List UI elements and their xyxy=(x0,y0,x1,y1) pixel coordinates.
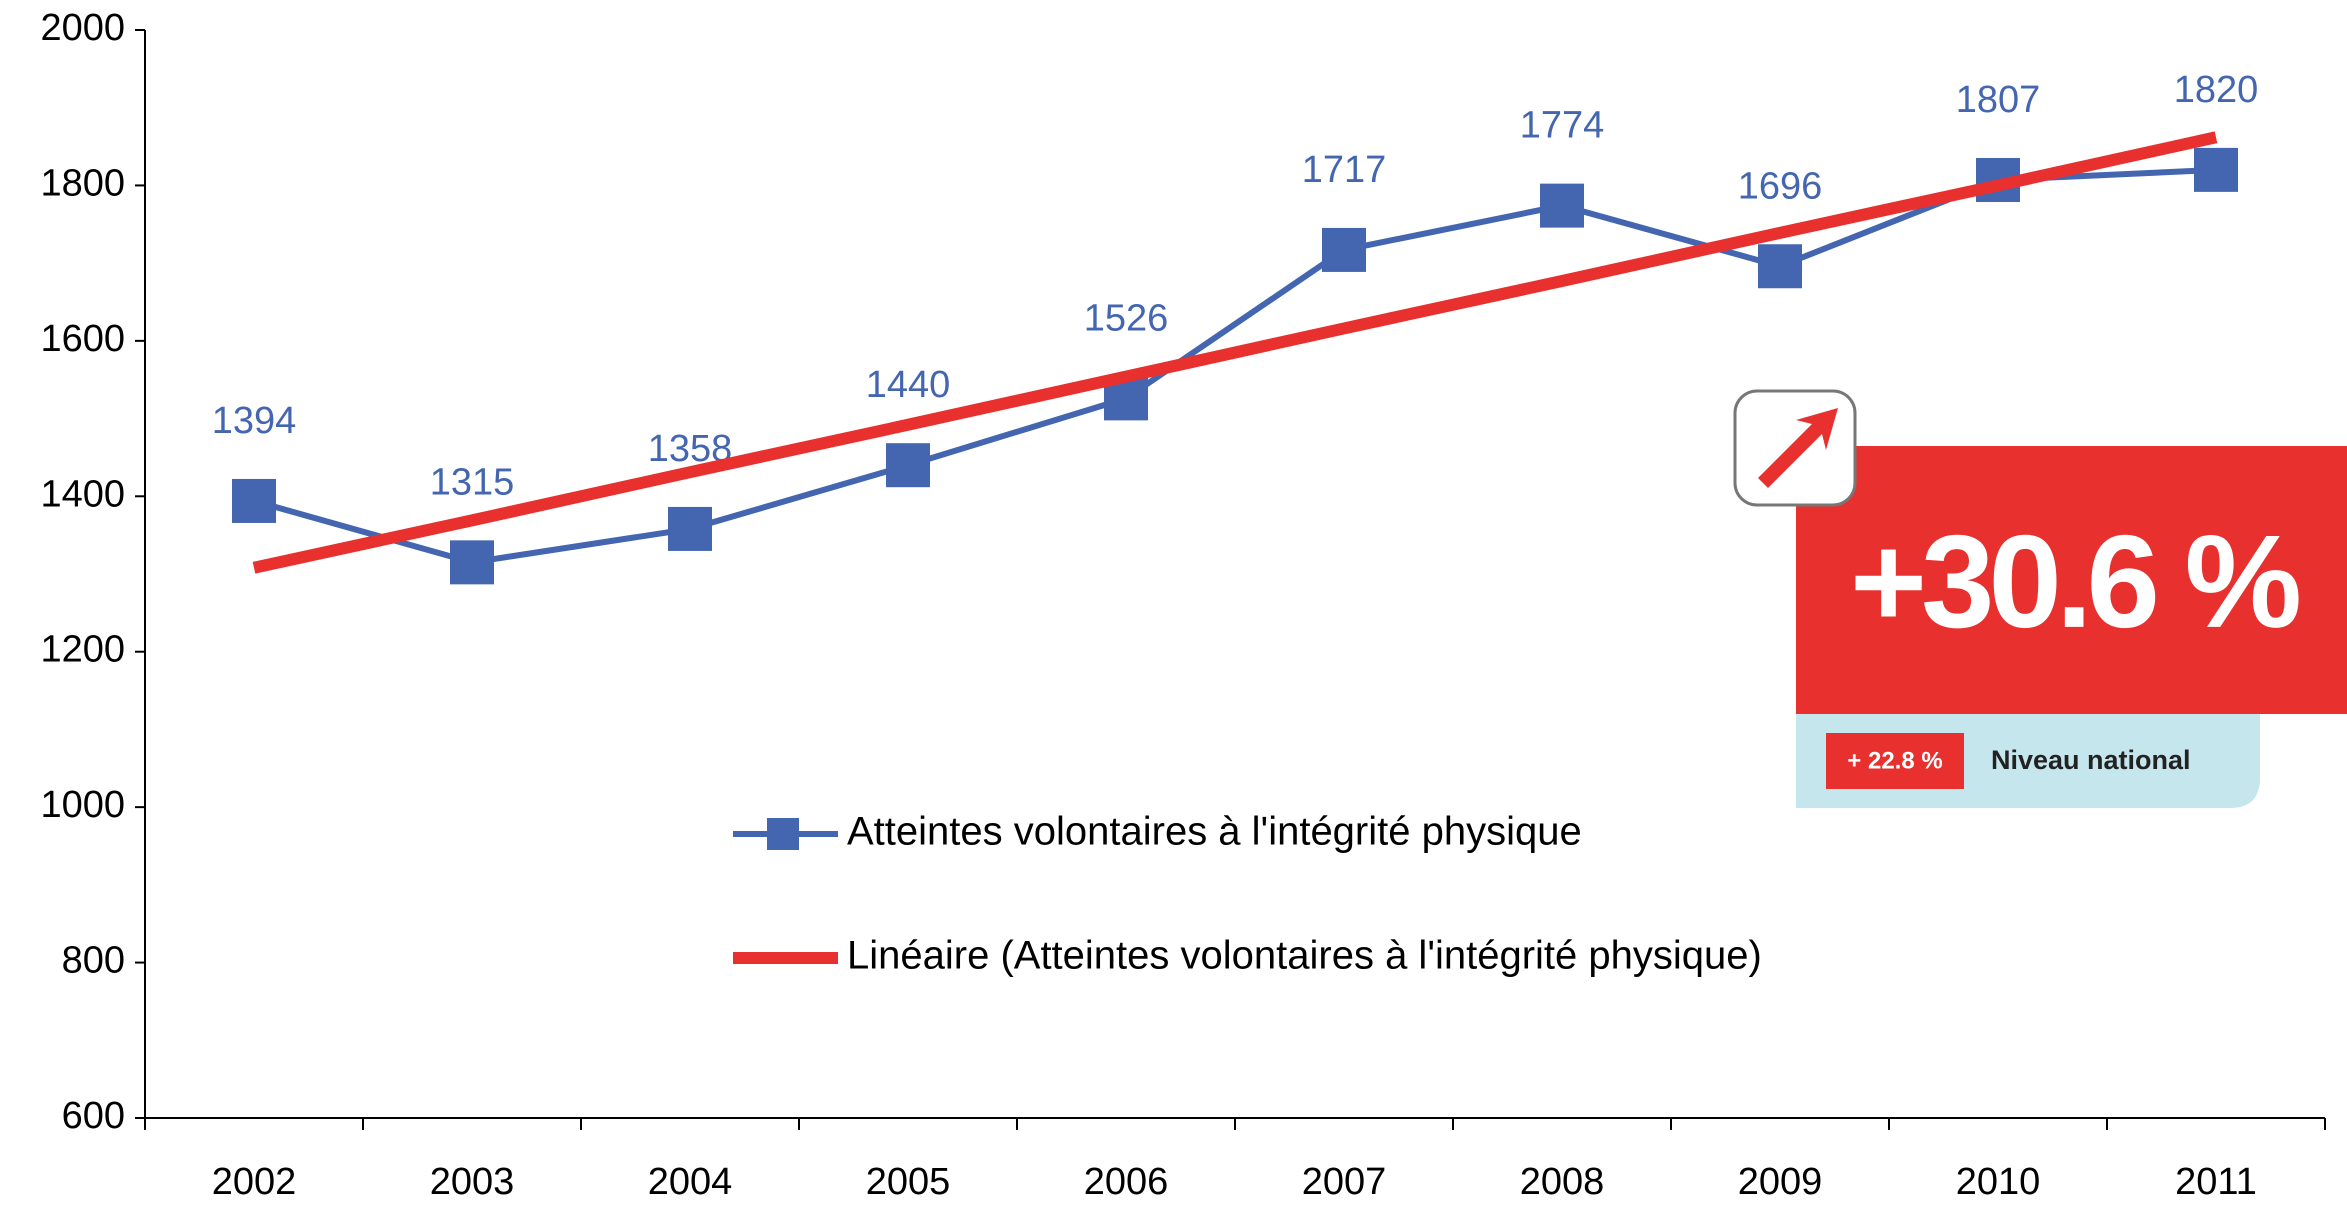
x-tick-label: 2010 xyxy=(1956,1161,2041,1203)
y-tick-label: 1600 xyxy=(40,318,125,360)
marker xyxy=(1540,183,1584,228)
data-label: 1717 xyxy=(1302,149,1387,191)
marker xyxy=(1758,244,1802,289)
national-badge xyxy=(1826,733,1964,789)
x-tick-label: 2002 xyxy=(212,1161,297,1203)
x-tick-label: 2004 xyxy=(648,1161,733,1203)
data-label: 1696 xyxy=(1738,165,1823,207)
x-tick-label: 2008 xyxy=(1520,1161,1605,1203)
marker xyxy=(450,540,494,585)
y-tick-label: 1000 xyxy=(40,784,125,826)
x-tick-label: 2006 xyxy=(1084,1161,1169,1203)
series-line xyxy=(253,166,2217,566)
data-label: 1807 xyxy=(1956,79,2041,121)
legend-label: Linéaire (Atteintes volontaires à l'inté… xyxy=(847,934,1762,978)
plot: 600 800 1000 1200 1400 1600 1800 2000 2002 2003 20… xyxy=(40,7,2326,1203)
national-change: + 22.8 % xyxy=(1847,747,1942,774)
x-tick-label: 2007 xyxy=(1302,1161,1387,1203)
data-label: 1440 xyxy=(866,364,951,406)
data-label: 1394 xyxy=(212,400,297,442)
change-box xyxy=(1796,446,2347,714)
x-tick-label: 2003 xyxy=(430,1161,515,1203)
data-label: 1526 xyxy=(1084,297,1169,339)
marker xyxy=(232,478,276,523)
marker xyxy=(1322,227,1366,272)
marker xyxy=(668,506,712,551)
data-label: 1774 xyxy=(1520,105,1605,147)
y-tick-label: 1400 xyxy=(40,473,125,515)
data-label: 1315 xyxy=(430,461,515,503)
x-tick-label: 2011 xyxy=(2175,1161,2257,1203)
annotation-box: +30.6 % + 22.8 % Niveau national xyxy=(1733,389,2347,808)
marker xyxy=(886,443,930,488)
x-tick-label: 2009 xyxy=(1738,1161,1823,1203)
data-label: 1820 xyxy=(2174,69,2259,111)
marker xyxy=(2194,147,2238,192)
y-tick-label: 2000 xyxy=(40,7,125,49)
x-tick-label: 2005 xyxy=(866,1161,951,1203)
y-tick-label: 800 xyxy=(62,940,125,982)
trend-line xyxy=(252,131,2218,574)
arrow xyxy=(1758,408,1838,488)
legend-label: Atteintes volontaires à l'intégrité phys… xyxy=(847,810,1582,854)
y-tick-label: 600 xyxy=(62,1095,125,1137)
y-tick-label: 1200 xyxy=(40,629,125,671)
legend-marker xyxy=(767,818,799,850)
change-text: +30.6 % xyxy=(1850,508,2299,655)
y-tick-label: 1800 xyxy=(40,162,125,204)
national-label: Niveau national xyxy=(1991,745,2191,775)
